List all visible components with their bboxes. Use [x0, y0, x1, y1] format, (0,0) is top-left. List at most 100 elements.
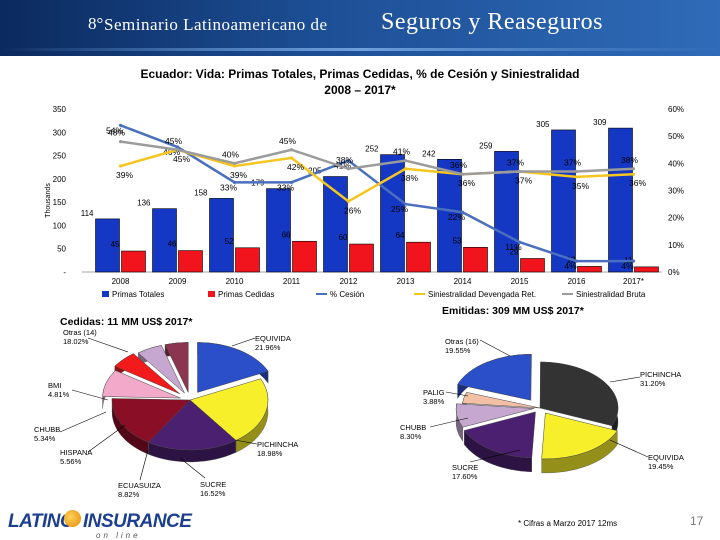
pie-label-palig-emitidas: 3.88% [423, 397, 445, 406]
line-label-3: 37% [515, 175, 532, 185]
pie-label-equivida-cedidas: EQUIVIDA [255, 334, 291, 343]
line-point-2 [517, 240, 522, 244]
pie-slice [541, 412, 618, 460]
pie-leader-line [445, 391, 469, 397]
line-point-2 [346, 159, 351, 163]
pie-charts: Cedidas: 11 MM US$ 2017*Otras (14)18.02%… [34, 305, 684, 499]
pie-label-ecuasuiza-cedidas: 8.82% [118, 490, 140, 499]
line-label-4: 48% [108, 128, 125, 138]
line-label-2: 33% [220, 182, 237, 192]
bar-label-totales: 305 [536, 120, 550, 129]
bar-primas-cedidas [634, 266, 659, 273]
header-title: Seguros y Reaseguros [381, 9, 603, 35]
line-point-4 [574, 169, 579, 174]
line-label-4: 36% [450, 160, 467, 170]
footnote: * Cifras a Marzo 2017 12ms [518, 519, 618, 528]
line-label-4: 45% [165, 136, 182, 146]
pie-slice [457, 354, 532, 401]
legend-item: % Cesión [330, 290, 364, 299]
y-tick-label: 100 [53, 221, 67, 230]
pie-label-bmi-cedidas: 4.81% [48, 390, 70, 399]
bar-primas-totales [209, 198, 234, 273]
x-tick-label: 2014 [454, 277, 472, 286]
bar-label-cedidas: 52 [225, 237, 234, 246]
pie-label-pichincha-cedidas: PICHINCHA [257, 440, 298, 449]
line-point-2 [574, 259, 579, 263]
pie-label-chubb-emitidas: CHUBB [400, 423, 426, 432]
line-label-3: 35% [572, 181, 589, 191]
pie-label-palig-emitidas: PALIG [423, 388, 445, 397]
x-tick-label: 2012 [340, 277, 358, 286]
pie-label-pichincha-cedidas: 18.98% [257, 449, 283, 458]
y-tick-label: - [63, 268, 66, 277]
line-label-3: 39% [116, 170, 133, 180]
pie-label-hispana-cedidas: HISPANA [60, 448, 92, 457]
pie-label-equivida-emitidas: EQUIVIDA [648, 453, 684, 462]
bar-primas-cedidas [235, 247, 260, 273]
pie-slice [102, 370, 181, 399]
line-point-2 [118, 123, 123, 127]
bar-label-cedidas: 29 [510, 247, 519, 256]
y2-tick-label: 50% [668, 132, 684, 141]
line-label-2: 4% [621, 261, 634, 271]
bar-primas-totales [608, 127, 633, 273]
line-label-3: 39% [230, 170, 247, 180]
bar-label-totales: 242 [422, 149, 436, 158]
logo-insurance: INSURANCE [83, 511, 192, 532]
line-label-4: 37% [507, 157, 524, 167]
line-point-2 [175, 145, 180, 149]
legend-item: Primas Totales [112, 290, 164, 299]
pie-label-equivida-emitidas: 19.45% [648, 462, 674, 471]
line-label-3: 45% [173, 154, 190, 164]
pie-label-sucre-emitidas: SUCRE [452, 463, 478, 472]
line-label-4: 38% [336, 155, 353, 165]
bar-label-totales: 205 [308, 167, 322, 176]
legend-swatch [208, 291, 215, 297]
pie-slice [147, 399, 237, 451]
bar-primas-cedidas [463, 247, 488, 273]
pie-label-otras-emitidas: 19.55% [445, 346, 471, 355]
y2-tick-label: 0% [668, 268, 680, 277]
line-label-4: 40% [222, 149, 239, 159]
pie-label-chubb-cedidas: CHUBB [34, 425, 60, 434]
pie-slice [197, 342, 269, 393]
x-tick-label: 2011 [283, 277, 301, 286]
pie-slice [455, 403, 535, 428]
line-point-2 [631, 259, 636, 263]
line-3 [120, 148, 634, 203]
pie-leader-line [59, 411, 107, 433]
logo-latino: LATINO [8, 511, 75, 532]
line-point-2 [232, 180, 237, 184]
line-point-4 [175, 148, 180, 152]
pie-slice [463, 411, 536, 459]
pie-title-emitidas: Emitidas: 309 MM US$ 2017* [442, 305, 585, 317]
legend-item: Primas Cedidas [218, 290, 274, 299]
line-point-4 [517, 169, 522, 174]
bar-label-totales: 259 [479, 141, 493, 150]
pie-label-equivida-cedidas: 21.96% [255, 343, 281, 352]
pie-leader-line [234, 439, 258, 445]
line-point-4 [403, 159, 408, 163]
pie-leader-line [469, 449, 521, 463]
line-point-2 [403, 202, 408, 206]
pie-label-pichincha-emitidas: 31.20% [640, 379, 666, 388]
pie-leader-line [429, 417, 469, 428]
bar-label-cedidas: 60 [339, 233, 348, 242]
chart-title: Ecuador: Vida: Primas Totales, Primas Ce… [60, 66, 660, 98]
bar-primas-totales [437, 158, 462, 273]
pie-label-chubb-emitidas: 8.30% [400, 432, 422, 441]
pie-leader-line [87, 424, 126, 453]
bar-label-totales: 309 [593, 118, 607, 127]
pie-leader-line [87, 337, 129, 353]
line-point-4 [289, 148, 294, 152]
bar-primas-totales [266, 188, 291, 273]
bar-primas-totales [380, 154, 405, 273]
bar-primas-totales [95, 218, 120, 273]
legend-swatch [102, 291, 109, 297]
line-point-4 [631, 167, 636, 171]
line-point-3 [403, 167, 408, 171]
bar-primas-totales [152, 208, 177, 273]
line-point-3 [232, 164, 237, 168]
line-label-2: 22% [448, 212, 465, 222]
line-point-2 [289, 180, 294, 184]
